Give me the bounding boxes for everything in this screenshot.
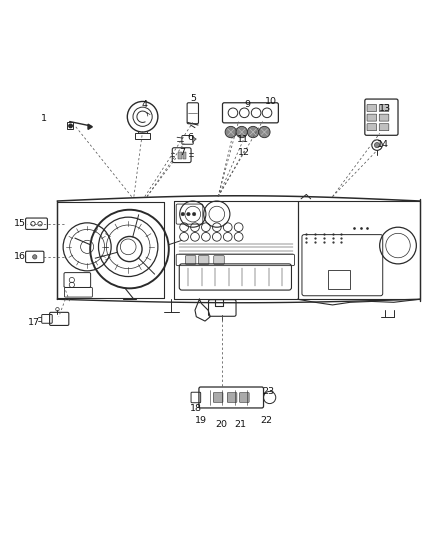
- FancyBboxPatch shape: [379, 104, 389, 111]
- FancyBboxPatch shape: [240, 393, 249, 402]
- Text: 1: 1: [41, 114, 47, 123]
- Text: 11: 11: [237, 135, 249, 144]
- Text: 6: 6: [187, 133, 194, 142]
- Circle shape: [192, 212, 196, 216]
- FancyBboxPatch shape: [227, 393, 237, 402]
- Text: 21: 21: [234, 420, 246, 429]
- Text: 18: 18: [190, 404, 202, 413]
- Text: 7: 7: [179, 148, 185, 157]
- Circle shape: [32, 255, 37, 259]
- Text: 14: 14: [377, 140, 389, 149]
- Text: 9: 9: [244, 100, 251, 109]
- Text: 17: 17: [28, 318, 39, 327]
- Circle shape: [187, 212, 190, 216]
- Bar: [135, 133, 150, 140]
- FancyBboxPatch shape: [367, 104, 377, 111]
- Bar: [328, 270, 350, 289]
- Text: 15: 15: [14, 219, 26, 228]
- Text: 19: 19: [194, 416, 207, 425]
- FancyBboxPatch shape: [198, 256, 209, 264]
- Polygon shape: [88, 124, 92, 130]
- Text: 4: 4: [142, 100, 148, 109]
- Text: 13: 13: [379, 104, 391, 113]
- Text: 22: 22: [260, 416, 272, 425]
- FancyBboxPatch shape: [379, 124, 389, 131]
- FancyBboxPatch shape: [213, 393, 223, 402]
- Bar: [178, 152, 182, 159]
- Circle shape: [236, 126, 247, 138]
- Bar: [67, 123, 73, 130]
- Circle shape: [69, 124, 72, 128]
- Text: 16: 16: [14, 253, 26, 261]
- Bar: [183, 152, 186, 159]
- Circle shape: [374, 142, 380, 148]
- Text: 10: 10: [265, 97, 277, 106]
- Text: 23: 23: [263, 387, 275, 397]
- Circle shape: [181, 212, 184, 216]
- Polygon shape: [192, 136, 196, 142]
- FancyBboxPatch shape: [379, 114, 389, 121]
- FancyBboxPatch shape: [214, 256, 224, 264]
- Text: 5: 5: [190, 94, 196, 103]
- Text: 20: 20: [215, 420, 227, 429]
- Text: 12: 12: [238, 149, 251, 157]
- Circle shape: [247, 126, 259, 138]
- FancyBboxPatch shape: [367, 114, 377, 121]
- FancyBboxPatch shape: [367, 124, 377, 131]
- Circle shape: [259, 126, 270, 138]
- Circle shape: [225, 126, 237, 138]
- FancyBboxPatch shape: [185, 256, 196, 264]
